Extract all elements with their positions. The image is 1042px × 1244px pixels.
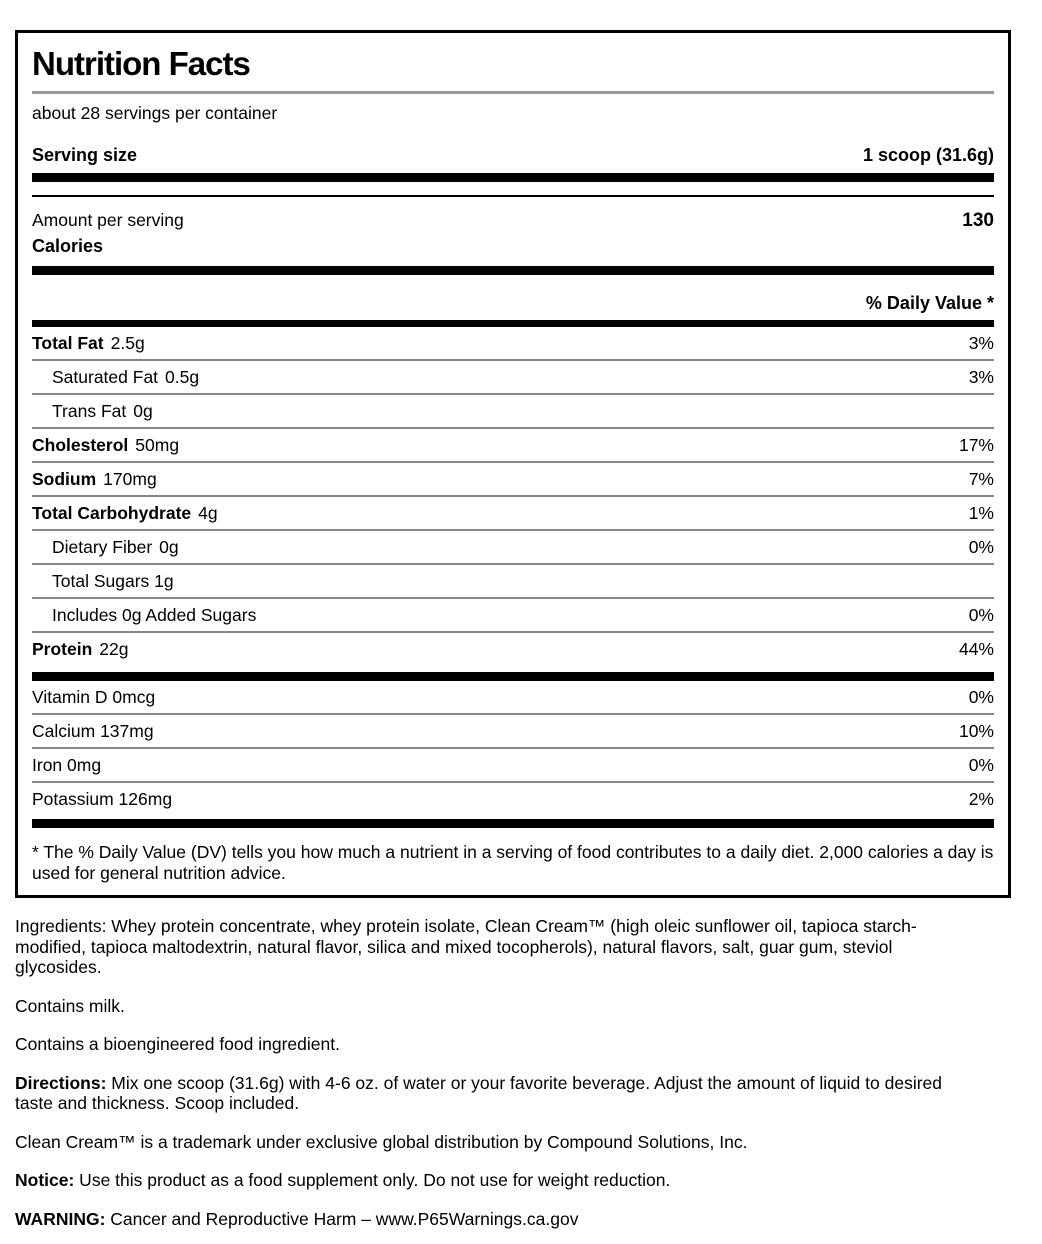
nutrient-name: Total Carbohydrate	[32, 502, 192, 523]
micronutrient-row: Iron 0mg 0%	[32, 749, 994, 781]
nutrient-row: Trans Fat 0g	[32, 395, 994, 427]
nutrient-name: Total Sugars 1g	[52, 570, 174, 591]
nutrient-daily-value: 17%	[958, 434, 994, 455]
supplement-info: Ingredients: Whey protein concentrate, w…	[15, 916, 960, 1244]
notice-body: Use this product as a food supplement on…	[74, 1170, 671, 1190]
nutrient-daily-value: 10%	[958, 720, 994, 741]
row-divider	[32, 529, 994, 531]
nutrient-name: Potassium 126mg	[32, 788, 173, 809]
nutrient-name: Sodium	[32, 468, 97, 489]
directions-body: Mix one scoop (31.6g) with 4-6 oz. of wa…	[15, 1072, 942, 1114]
nutrient-amount: 2.5g	[110, 332, 145, 353]
nutrient-name: Vitamin D 0mcg	[32, 686, 156, 707]
nutrient-daily-value: 44%	[958, 638, 994, 659]
micronutrient-row: Potassium 126mg 2%	[32, 783, 994, 815]
calories-label: Calories	[32, 236, 104, 256]
serving-size-value: 1 scoop (31.6g)	[862, 145, 994, 165]
nutrition-facts-panel: Nutrition Facts about 28 servings per co…	[15, 30, 1011, 898]
nutrient-name: Total Fat	[32, 332, 104, 353]
directions-label: Directions:	[15, 1072, 107, 1093]
micronutrient-rows: Vitamin D 0mcg 0% Calcium 137mg 10% Iron 0mg…	[32, 681, 994, 815]
micronutrient-row: Calcium 137mg 10%	[32, 715, 994, 747]
row-divider	[32, 631, 994, 633]
nutrient-name: Saturated Fat	[52, 366, 159, 387]
contains-text: Contains milk.	[15, 995, 125, 1016]
notice-text: Notice: Use this product as a food suppl…	[15, 1170, 960, 1191]
row-divider	[32, 597, 994, 599]
nutrient-row: Sodium 170mg 7%	[32, 463, 994, 495]
nutrient-row: Cholesterol 50mg 17%	[32, 429, 994, 461]
nutrient-amount: 4g	[198, 502, 218, 523]
nutrient-daily-value: 0%	[968, 686, 994, 707]
row-divider	[32, 563, 994, 565]
nutrient-amount: 0.5g	[165, 366, 200, 387]
nutrient-amount: 50mg	[135, 434, 180, 455]
row-divider	[32, 461, 994, 463]
nutrient-rows: Total Fat 2.5g 3% Saturated Fat 0.5g 3% Trans …	[32, 327, 994, 665]
warning-text: WARNING: Cancer and Reproductive Harm – …	[15, 1209, 960, 1230]
daily-value-footnote: * The % Daily Value (DV) tells you how m…	[32, 842, 994, 883]
nutrient-daily-value: 0%	[968, 754, 994, 775]
row-divider	[32, 781, 994, 783]
nutrient-row: Saturated Fat 0.5g 3%	[32, 361, 994, 393]
thick-divider	[32, 819, 994, 828]
warning-label: WARNING:	[15, 1208, 106, 1229]
nutrient-row: Total Carbohydrate 4g 1%	[32, 497, 994, 529]
servings-per-container: about 28 servings per container	[32, 103, 278, 123]
amount-per-serving-row: Amount per serving 130	[32, 210, 994, 231]
trademark-text: Clean Cream™ is a trademark under exclus…	[15, 1131, 748, 1152]
nutrient-name: Protein	[32, 638, 93, 659]
thin-divider	[32, 195, 994, 197]
nutrient-row: Total Fat 2.5g 3%	[32, 327, 994, 359]
nutrient-daily-value: 3%	[968, 366, 994, 387]
nutrient-name: Iron 0mg	[32, 754, 102, 775]
row-divider	[32, 393, 994, 395]
row-divider	[32, 495, 994, 497]
serving-size-row: Serving size 1 scoop (31.6g)	[32, 145, 994, 165]
bioengineered-text: Contains a bioengineered food ingredient…	[15, 1034, 340, 1054]
nutrient-name: Includes 0g Added Sugars	[52, 604, 257, 625]
notice-label: Notice:	[15, 1170, 75, 1190]
thick-divider	[32, 266, 994, 275]
nutrient-row: Dietary Fiber 0g 0%	[32, 531, 994, 563]
panel-title: Nutrition Facts	[32, 45, 251, 82]
row-divider	[32, 713, 994, 715]
directions-text: Directions: Mix one scoop (31.6g) with 4…	[15, 1073, 960, 1114]
nutrient-daily-value: 7%	[968, 468, 994, 489]
nutrient-daily-value: 1%	[968, 502, 994, 523]
nutrient-daily-value: 2%	[968, 788, 994, 809]
nutrient-daily-value: 3%	[968, 332, 994, 353]
nutrient-row: Total Sugars 1g	[32, 565, 994, 597]
thick-divider	[32, 173, 994, 182]
nutrient-name: Calcium 137mg	[32, 720, 154, 741]
nutrient-row: Includes 0g Added Sugars 0%	[32, 599, 994, 631]
row-divider	[32, 359, 994, 361]
nutrient-amount: 170mg	[103, 468, 157, 489]
row-divider	[32, 427, 994, 429]
daily-value-header: % Daily Value *	[865, 293, 994, 313]
nutrient-amount: 0g	[159, 536, 179, 557]
nutrient-daily-value: 0%	[968, 604, 994, 625]
row-divider	[32, 747, 994, 749]
nutrient-name: Dietary Fiber	[52, 536, 153, 557]
nutrient-amount: 22g	[99, 638, 129, 659]
nutrient-name: Cholesterol	[32, 434, 129, 455]
thick-divider	[32, 672, 994, 681]
amount-per-serving-label: Amount per serving	[32, 210, 184, 230]
warning-body: Cancer and Reproductive Harm – www.P65Wa…	[105, 1208, 579, 1229]
ingredients-text: Ingredients: Whey protein concentrate, w…	[15, 916, 917, 977]
serving-size-label: Serving size	[32, 145, 138, 165]
nutrient-amount: 0g	[133, 400, 153, 421]
nutrient-daily-value: 0%	[968, 536, 994, 557]
nutrient-name: Trans Fat	[52, 400, 127, 421]
nutrient-row: Protein 22g 44%	[32, 633, 994, 665]
thick-divider	[32, 320, 994, 327]
calories-value: 130	[962, 210, 994, 231]
micronutrient-row: Vitamin D 0mcg 0%	[32, 681, 994, 713]
title-divider	[32, 91, 994, 94]
